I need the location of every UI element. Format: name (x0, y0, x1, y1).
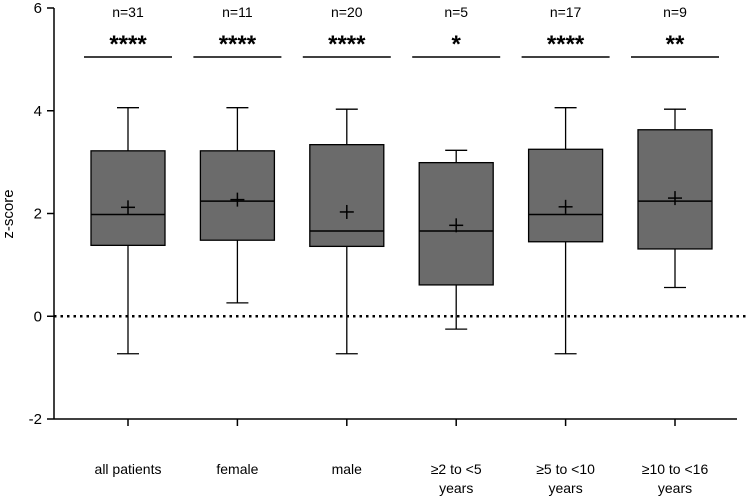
y-tick-label: -2 (29, 411, 42, 428)
n-label: n=20 (331, 4, 363, 20)
x-category-label-line: ≥5 to <10 (536, 461, 595, 477)
significance-label: **** (109, 31, 147, 58)
significance-label: * (452, 31, 462, 58)
x-category-label-line: all patients (95, 461, 162, 477)
y-tick-label: 6 (34, 0, 42, 17)
y-tick-label: 0 (34, 308, 42, 325)
n-label: n=17 (550, 4, 582, 20)
x-category-label-line: years (658, 480, 692, 496)
x-category-label-line: years (439, 480, 473, 496)
x-category-label-line: ≥2 to <5 (431, 461, 482, 477)
x-category-label: ≥2 to <5 years (431, 461, 482, 496)
y-tick-label: 4 (34, 103, 42, 120)
x-category-label: male (332, 461, 363, 477)
n-label: n=31 (112, 4, 144, 20)
x-category-label-line: female (216, 461, 258, 477)
x-category-label-line: ≥10 to <16 (642, 461, 709, 477)
box-iqr (527, 148, 604, 243)
box-iqr (90, 150, 166, 247)
n-label: n=11 (222, 4, 253, 20)
significance-label: **** (219, 31, 257, 58)
significance-label: **** (547, 31, 585, 58)
box-iqr (637, 129, 713, 250)
significance-label: ** (666, 31, 685, 58)
x-category-label: ≥10 to <16 years (642, 461, 709, 496)
y-tick-label: 2 (34, 206, 42, 223)
box-iqr (309, 144, 385, 248)
n-label: n=9 (663, 4, 687, 20)
x-category-label: all patients (95, 461, 162, 477)
x-category-label: female (216, 461, 258, 477)
n-label: n=5 (444, 4, 468, 20)
x-category-label: ≥5 to <10 years (536, 461, 595, 496)
x-category-label-line: male (332, 461, 363, 477)
x-category-label-line: years (548, 480, 582, 496)
significance-label: **** (328, 31, 366, 58)
y-axis-title: z-score (0, 189, 17, 238)
